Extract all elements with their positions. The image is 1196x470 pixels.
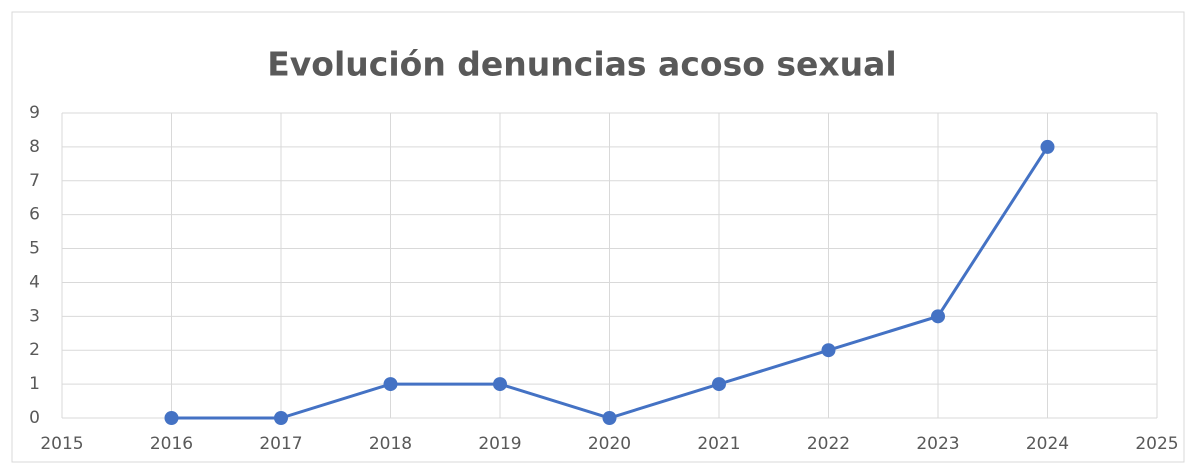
x-tick-label: 2019: [478, 434, 521, 454]
marker: [821, 343, 836, 358]
y-tick-label: 1: [29, 374, 40, 394]
y-tick-label: 8: [29, 137, 40, 157]
y-tick-label: 4: [29, 272, 40, 292]
marker: [602, 411, 617, 425]
y-tick-label: 5: [29, 239, 40, 259]
marker: [383, 377, 398, 392]
marker: [1040, 139, 1055, 154]
x-tick-label: 2016: [150, 434, 193, 454]
x-tick-label: 2025: [1135, 434, 1178, 454]
x-tick-label: 2021: [697, 434, 740, 454]
marker: [164, 411, 179, 425]
x-tick-label: 2015: [40, 434, 83, 454]
y-tick-label: 9: [29, 103, 40, 123]
x-tick-label: 2017: [259, 434, 302, 454]
x-tick-label: 2024: [1026, 434, 1069, 454]
marker: [493, 377, 507, 392]
y-tick-label: 7: [29, 171, 40, 191]
x-tick-label: 2023: [916, 434, 959, 454]
y-tick-label: 3: [29, 306, 40, 326]
x-tick-label: 2020: [588, 434, 631, 454]
marker: [274, 411, 288, 425]
marker: [931, 309, 945, 324]
y-tick-label: 2: [29, 340, 40, 360]
chart-title: Evolución denuncias acoso sexual: [267, 45, 897, 84]
marker: [712, 377, 726, 392]
y-tick-label: 6: [29, 205, 40, 225]
x-tick-label: 2022: [807, 434, 850, 454]
y-tick-label: 0: [29, 408, 40, 428]
x-tick-label: 2018: [369, 434, 412, 454]
